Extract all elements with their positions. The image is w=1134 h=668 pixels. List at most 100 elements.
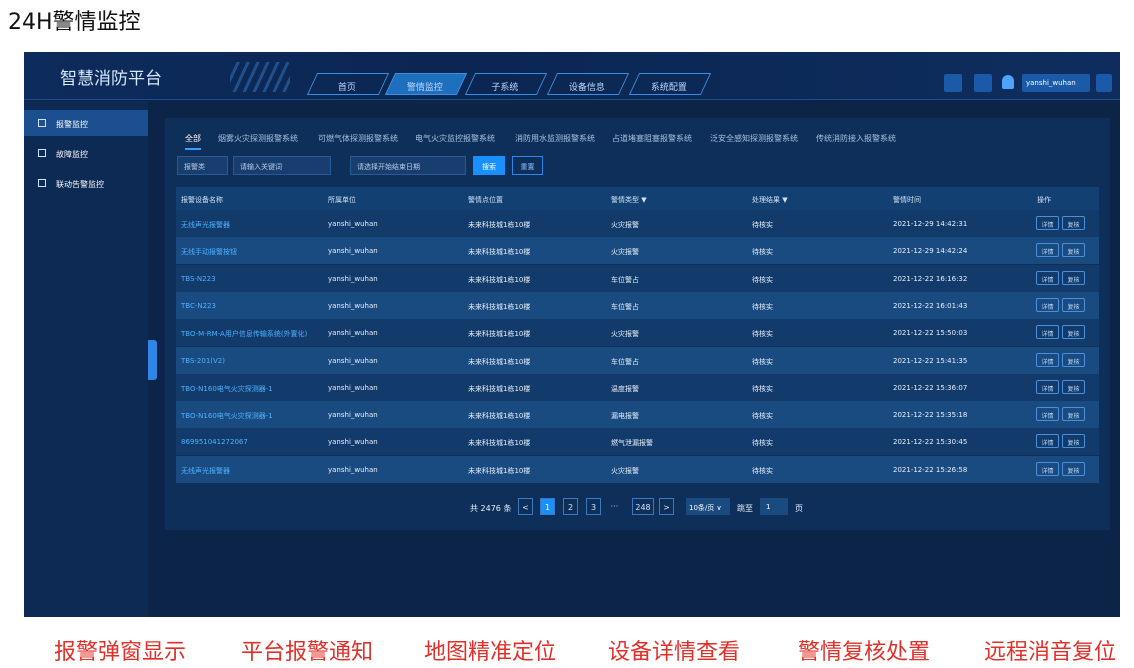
side-item[interactable]: 故障监控 [24,140,148,166]
table-cell: 2021-12-22 15:50:03 [893,329,968,338]
filter-tab[interactable]: 消防用水监测报警系统 [515,134,595,143]
action-button[interactable]: 详情 [1036,379,1059,394]
action-button[interactable]: 复核 [1062,297,1085,312]
page-button[interactable]: ··· [610,502,619,511]
table-row [176,428,1099,456]
page-button[interactable]: 1 [540,498,555,515]
table-cell: 2021-12-22 15:35:18 [893,411,968,420]
side-item[interactable]: 报警监控 [24,110,148,136]
page-title: 24H警情监控 [8,10,141,35]
table-row [176,373,1099,401]
column-header: 警情点位置 [468,196,503,204]
column-header: 操作 [1037,196,1051,204]
table-cell: 火灾报警 [611,221,639,229]
action-button[interactable]: 详情 [1036,297,1059,312]
side-item[interactable]: 联动告警监控 [24,170,148,196]
date-input[interactable]: 请选择开始结束日期 [350,156,466,175]
feature-label: 报警弹窗显示 [53,640,186,665]
action-button[interactable]: 复核 [1062,379,1085,394]
icon-button[interactable] [974,74,992,92]
icon-button[interactable] [944,74,962,92]
bell-icon[interactable] [1002,75,1014,89]
nav-tab[interactable]: 系统配置 [628,73,712,95]
table-cell: 无线声光报警器 [181,466,230,475]
filter-tab[interactable]: 电气火灾监控报警系统 [415,134,495,143]
collapse-handle[interactable] [148,340,157,380]
search-button[interactable]: 搜索 [473,156,505,175]
table-cell: yanshi_wuhan [328,220,378,228]
filter-tab[interactable]: 烟雾火灾探测报警系统 [218,134,298,143]
nav-tab[interactable]: 设备信息 [546,73,630,95]
action-button[interactable]: 复核 [1062,325,1085,340]
action-button[interactable]: 复核 [1062,461,1085,476]
table-row [176,455,1099,483]
nav-tab[interactable]: 警情监控 [384,73,468,95]
filter-tab[interactable]: 全部 [185,133,201,150]
action-button[interactable]: 详情 [1036,352,1059,367]
action-button[interactable]: 详情 [1036,325,1059,340]
nav-tab[interactable]: 子系统 [464,73,548,95]
action-button[interactable]: 复核 [1062,216,1085,230]
action-button[interactable]: 复核 [1062,434,1085,449]
table-cell: 待核实 [752,439,773,448]
top-bar [24,52,1120,100]
table-cell: 车位警占 [611,357,639,366]
filter-tab[interactable]: 可燃气体探测报警系统 [318,134,398,143]
table-cell: yanshi_wuhan [328,247,378,256]
side-icon [38,149,46,157]
filter-tab[interactable]: 传统消防接入报警系统 [816,134,896,143]
table-cell: 2021-12-22 16:16:32 [893,274,968,283]
table-row [176,401,1099,429]
table-header [176,187,1099,210]
more-button[interactable] [1096,74,1112,92]
filter-tab[interactable]: 占道堵塞阻塞报警系统 [612,134,692,143]
page-button[interactable]: 2 [563,498,578,515]
column-header: 警情类型 ▼ [611,196,647,204]
filter-tab[interactable]: 泛安全感知探测报警系统 [710,134,798,143]
action-button[interactable]: 复核 [1062,352,1085,367]
action-button[interactable]: 详情 [1036,461,1059,476]
table-cell: 燃气泄漏报警 [611,439,653,448]
page-button[interactable]: 3 [586,498,601,515]
page-size[interactable]: 10条/页 ∨ [686,498,730,515]
user-menu[interactable]: yanshi_wuhan [1022,74,1090,92]
table-cell: 2021-12-29 14:42:24 [893,247,968,256]
table-cell: 2021-12-22 15:41:35 [893,356,968,365]
table-cell: yanshi_wuhan [328,274,378,283]
action-button[interactable]: 详情 [1036,216,1059,230]
table-cell: 待核实 [752,221,773,229]
action-button[interactable]: 详情 [1036,434,1059,449]
keyword-input[interactable]: 请输入关键词 [233,156,331,175]
feature-label: 平台报警通知 [240,640,373,665]
table-cell: 待核实 [752,384,773,393]
feature-label: 地图精准定位 [423,640,556,665]
feature-label: 远程消音复位 [983,640,1116,665]
action-button[interactable]: 复核 [1062,270,1085,285]
type-select[interactable]: 报警类 [177,156,228,175]
action-button[interactable]: 详情 [1036,407,1059,422]
nav-tab[interactable]: 首页 [306,73,390,95]
jump-input[interactable]: 1 [760,498,788,515]
prev-button[interactable]: < [518,498,533,515]
action-button[interactable]: 复核 [1062,407,1085,422]
table-row [176,237,1099,265]
action-button[interactable]: 详情 [1036,270,1059,285]
page-button[interactable]: 248 [632,498,654,515]
table-cell: 火灾报警 [611,248,639,257]
table-cell: 未来科技城1栋10楼 [468,221,531,229]
table-cell: yanshi_wuhan [328,438,378,447]
reset-button[interactable]: 重置 [512,156,543,175]
table-cell: 未来科技城1栋10楼 [468,357,531,366]
action-button[interactable]: 详情 [1036,243,1059,258]
sidebar [24,101,148,617]
table-cell: TBO-N160电气火灾探测器-1 [181,384,273,393]
table-cell: 未来科技城1栋10楼 [468,248,531,257]
table-cell: 待核实 [752,275,773,284]
action-button[interactable]: 复核 [1062,243,1085,258]
table-row [176,264,1099,292]
next-button[interactable]: > [659,498,674,515]
column-header: 报警设备名称 [181,196,223,204]
table-cell: TBS-N223 [181,274,216,283]
table-cell: 火灾报警 [611,330,639,339]
table-cell: TBS-201(V2) [181,356,225,365]
